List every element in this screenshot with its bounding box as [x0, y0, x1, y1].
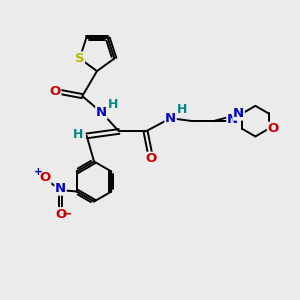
Text: S: S [75, 52, 85, 65]
Text: O: O [268, 122, 279, 135]
Text: N: N [55, 182, 66, 195]
Text: N: N [233, 107, 244, 120]
Text: O: O [50, 85, 61, 98]
Text: H: H [177, 103, 187, 116]
Text: N: N [165, 112, 176, 125]
Text: N: N [227, 113, 238, 126]
Text: O: O [55, 208, 66, 221]
Text: −: − [62, 208, 72, 221]
Text: N: N [96, 106, 107, 119]
Text: H: H [107, 98, 118, 111]
Text: +: + [34, 167, 43, 177]
Text: O: O [40, 171, 51, 184]
Text: H: H [73, 128, 83, 141]
Text: O: O [146, 152, 157, 165]
